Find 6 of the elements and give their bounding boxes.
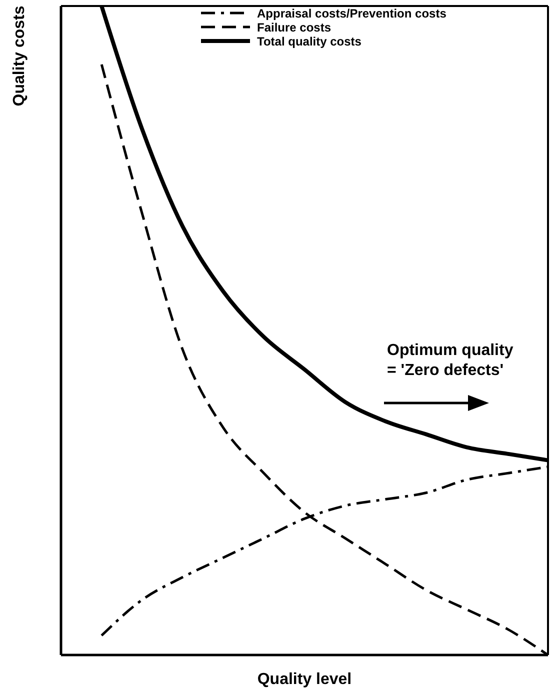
annotation: Optimum quality = 'Zero defects' — [387, 342, 514, 379]
legend-label: Total quality costs — [257, 34, 362, 48]
y-axis-title: Quality costs — [11, 6, 28, 106]
legend-label: Failure costs — [257, 20, 332, 34]
x-axis-title: Quality level — [257, 671, 352, 688]
legend-label: Appraisal costs/Prevention costs — [257, 6, 447, 20]
